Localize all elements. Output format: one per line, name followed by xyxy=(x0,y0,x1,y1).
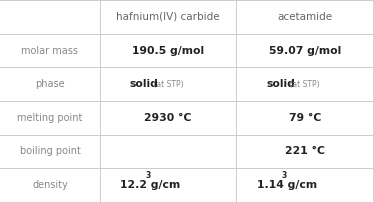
Text: 79 °C: 79 °C xyxy=(289,113,321,123)
Text: boiling point: boiling point xyxy=(19,146,81,157)
Text: 3: 3 xyxy=(282,171,287,180)
Text: density: density xyxy=(32,180,68,190)
Text: 59.07 g/mol: 59.07 g/mol xyxy=(269,45,341,56)
Text: phase: phase xyxy=(35,79,65,89)
Text: melting point: melting point xyxy=(17,113,83,123)
Text: (at STP): (at STP) xyxy=(287,80,320,89)
Text: 221 °C: 221 °C xyxy=(285,146,325,157)
Text: solid: solid xyxy=(130,79,159,89)
Text: 3: 3 xyxy=(145,171,150,180)
Text: acetamide: acetamide xyxy=(277,12,332,22)
Text: hafnium(IV) carbide: hafnium(IV) carbide xyxy=(116,12,220,22)
Text: 12.2 g/cm: 12.2 g/cm xyxy=(120,180,181,190)
Text: molar mass: molar mass xyxy=(22,45,78,56)
Text: 1.14 g/cm: 1.14 g/cm xyxy=(257,180,317,190)
Text: 190.5 g/mol: 190.5 g/mol xyxy=(132,45,204,56)
Text: 2930 °C: 2930 °C xyxy=(144,113,192,123)
Text: (at STP): (at STP) xyxy=(151,80,183,89)
Text: solid: solid xyxy=(267,79,295,89)
